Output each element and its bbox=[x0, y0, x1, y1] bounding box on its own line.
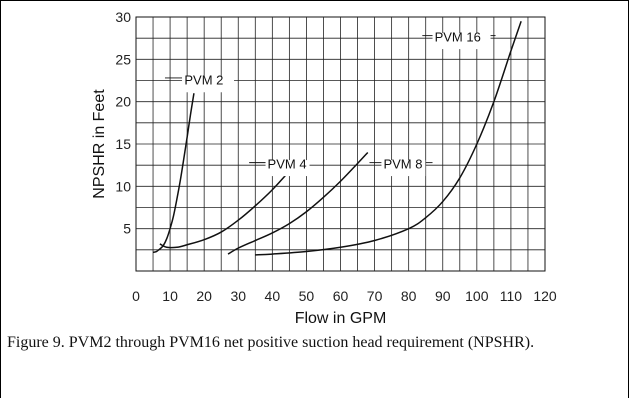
chart-grid bbox=[135, 16, 546, 272]
x-tick-label: 40 bbox=[265, 288, 281, 304]
y-tick-label: 30 bbox=[115, 9, 131, 25]
x-tick-label: 90 bbox=[435, 288, 451, 304]
series-label-backing bbox=[265, 160, 310, 177]
x-tick-label: 0 bbox=[132, 288, 140, 304]
series-labels: PVM 2 PVM 4 PVM 8 PVM 16 bbox=[164, 30, 496, 177]
x-tick-label: 30 bbox=[230, 288, 246, 304]
y-tick-label: 10 bbox=[115, 178, 131, 194]
x-tick-label: 60 bbox=[333, 288, 349, 304]
x-tick-label: 50 bbox=[299, 288, 315, 304]
series-label: PVM 8 bbox=[383, 157, 422, 172]
x-tick-label: 120 bbox=[533, 288, 557, 304]
series-label-backing bbox=[381, 160, 426, 177]
series-label-backing bbox=[182, 76, 235, 93]
y-tick-label: 20 bbox=[115, 94, 131, 110]
y-tick-label: 5 bbox=[123, 221, 131, 237]
y-axis-title: NPSHR in Feet bbox=[91, 89, 108, 199]
chart-curves bbox=[152, 20, 522, 256]
x-tick-label: 10 bbox=[162, 288, 178, 304]
series-label: PVM 4 bbox=[268, 157, 307, 172]
y-tick-label: 15 bbox=[115, 136, 131, 152]
series-label: PVM 2 bbox=[184, 73, 223, 88]
series-curve bbox=[152, 93, 195, 254]
x-axis-title: Flow in GPM bbox=[295, 310, 387, 327]
x-tick-label: 80 bbox=[401, 288, 417, 304]
npshr-chart: 0 10 20 30 40 50 60 70 80 90 100 110 12051015202530 … bbox=[91, 9, 557, 327]
series-label: PVM 16 bbox=[435, 30, 481, 45]
series-label-backing bbox=[432, 33, 491, 50]
tick-labels: 0 10 20 30 40 50 60 70 80 90 100 110 120 5 10 15 20 25 30 bbox=[115, 9, 556, 304]
x-tick-label: 110 bbox=[500, 288, 523, 304]
series-curve bbox=[255, 20, 522, 256]
series-curve bbox=[159, 170, 290, 249]
y-tick-label: 25 bbox=[115, 51, 131, 67]
x-tick-label: 100 bbox=[465, 288, 489, 304]
x-tick-label: 70 bbox=[367, 288, 383, 304]
figure-caption: Figure 9. PVM2 through PVM16 net positiv… bbox=[7, 334, 535, 351]
series-curve bbox=[227, 151, 369, 255]
x-tick-label: 20 bbox=[196, 288, 212, 304]
